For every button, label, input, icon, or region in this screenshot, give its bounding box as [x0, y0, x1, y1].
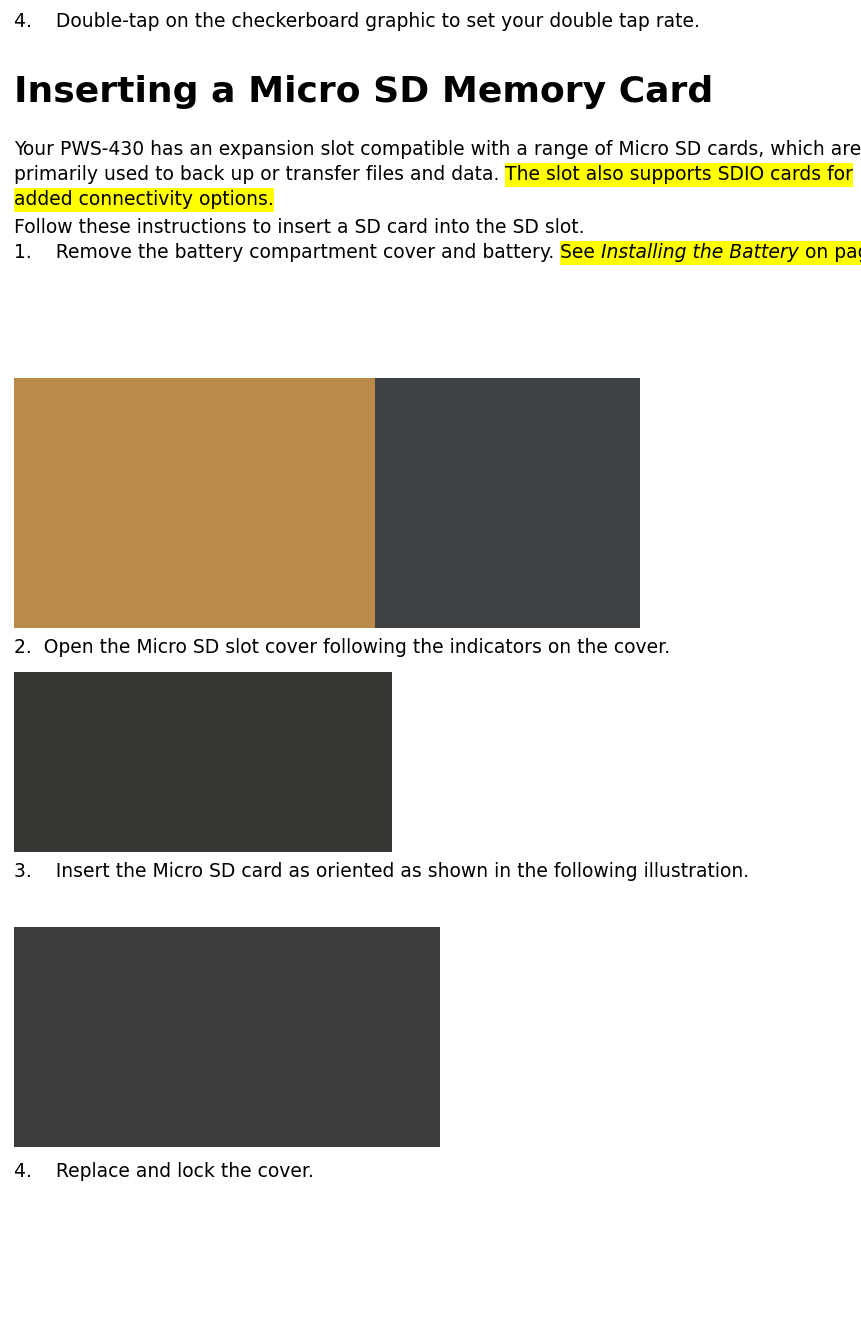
Text: on page: on page [798, 242, 861, 262]
Text: The slot also supports SDIO cards for: The slot also supports SDIO cards for [505, 165, 852, 184]
FancyBboxPatch shape [505, 163, 852, 186]
Text: Follow these instructions to insert a SD card into the SD slot.: Follow these instructions to insert a SD… [14, 218, 584, 237]
Text: Your PWS-430 has an expansion slot compatible with a range of Micro SD cards, wh: Your PWS-430 has an expansion slot compa… [14, 140, 860, 159]
Text: primarily used to back up or transfer files and data.: primarily used to back up or transfer fi… [14, 165, 505, 184]
Text: Inserting a Micro SD Memory Card: Inserting a Micro SD Memory Card [14, 75, 712, 109]
FancyBboxPatch shape [560, 241, 861, 265]
Text: 3.    Insert the Micro SD card as oriented as shown in the following illustratio: 3. Insert the Micro SD card as oriented … [14, 862, 748, 880]
Text: 1.    Remove the battery compartment cover and battery.: 1. Remove the battery compartment cover … [14, 242, 560, 262]
Text: Installing the Battery: Installing the Battery [600, 242, 798, 262]
Text: 4.    Double-tap on the checkerboard graphic to set your double tap rate.: 4. Double-tap on the checkerboard graphi… [14, 12, 699, 31]
FancyBboxPatch shape [14, 188, 274, 212]
Text: 4.    Replace and lock the cover.: 4. Replace and lock the cover. [14, 1162, 313, 1181]
Text: added connectivity options.: added connectivity options. [14, 190, 274, 209]
Text: 2.  Open the Micro SD slot cover following the indicators on the cover.: 2. Open the Micro SD slot cover followin… [14, 638, 669, 657]
Text: See: See [560, 242, 600, 262]
